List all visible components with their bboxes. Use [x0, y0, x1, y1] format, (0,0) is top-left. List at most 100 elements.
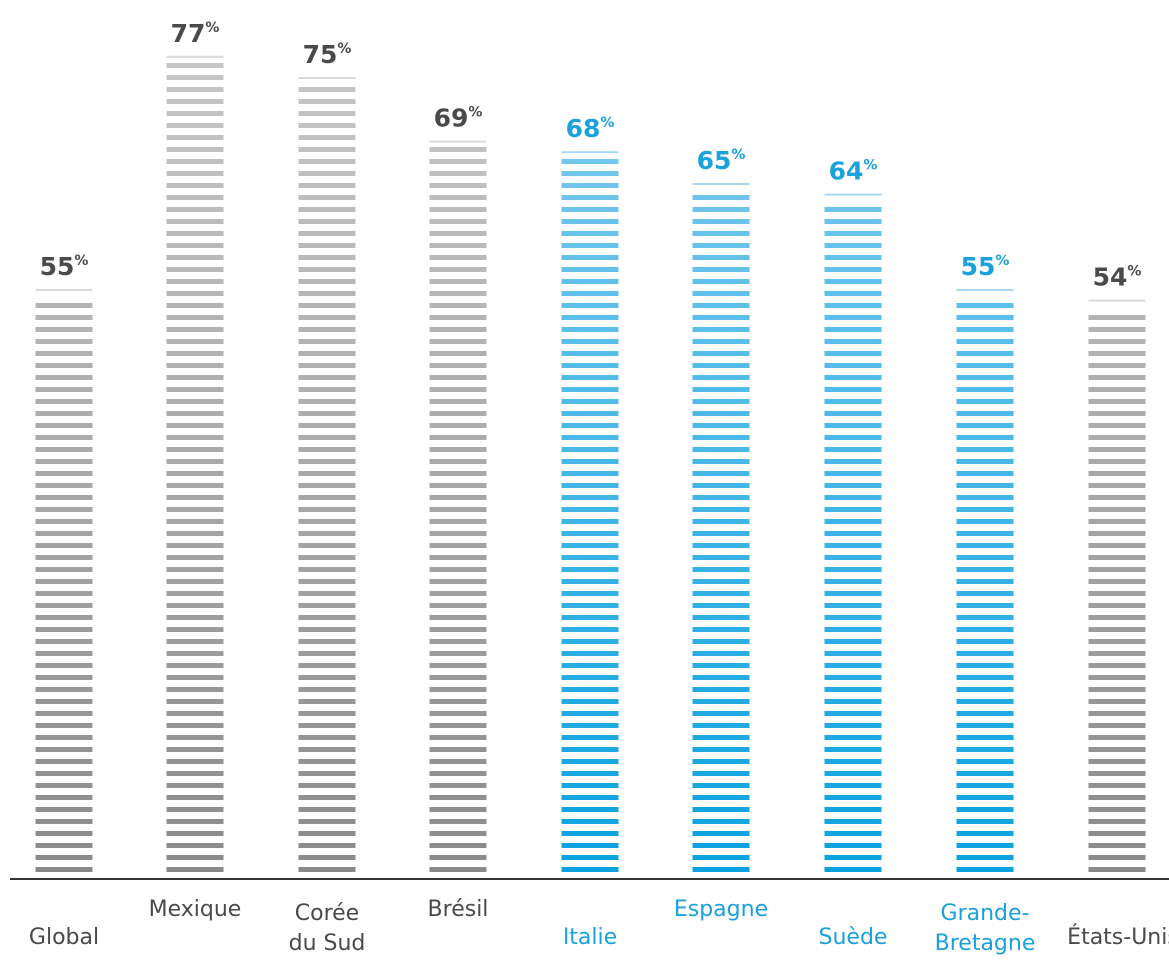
bar-stripe: [35, 471, 93, 476]
bar-stripe: [561, 183, 619, 188]
bar-stripe: [35, 699, 93, 704]
bar-stripe: [429, 147, 487, 152]
bar-stripe: [824, 447, 882, 452]
bar-stripe: [298, 159, 356, 164]
bar-stripe: [429, 759, 487, 764]
bar-stripe: [956, 447, 1014, 452]
bar-stripe: [298, 867, 356, 872]
value-unit: %: [731, 147, 745, 163]
bar-stripe: [692, 471, 750, 476]
bar-stripe: [166, 171, 224, 176]
bar-stripe: [561, 387, 619, 392]
bar-stripe: [956, 771, 1014, 776]
bar-stripe: [166, 735, 224, 740]
bar-stripe: [824, 459, 882, 464]
bar-stripe: [298, 615, 356, 620]
value-unit: %: [205, 20, 219, 36]
bar-stripe: [561, 411, 619, 416]
bar-stripe: [692, 459, 750, 464]
bar-stripe: [956, 363, 1014, 368]
bar-stripe: [298, 315, 356, 320]
bar-stripe: [298, 147, 356, 152]
value-label-espagne: 65%: [697, 146, 746, 175]
bar-stripe: [35, 435, 93, 440]
bar-stripe: [35, 831, 93, 836]
bar-stripe: [561, 615, 619, 620]
bar-stripe: [692, 435, 750, 440]
bar-stripe: [561, 363, 619, 368]
value-unit: %: [600, 115, 614, 131]
bar-stripe: [1088, 399, 1146, 404]
bar-stripe: [35, 747, 93, 752]
category-label-etats-unis: États-Unis: [1067, 924, 1169, 950]
bar-stripe: [166, 279, 224, 284]
bar-stripe: [692, 855, 750, 860]
bar-stripe: [956, 807, 1014, 812]
bar-stripe: [166, 531, 224, 536]
bar-stripe: [298, 207, 356, 212]
bar-stripe: [561, 687, 619, 692]
bar-stripe: [824, 723, 882, 728]
bar-stripe: [561, 759, 619, 764]
bar-stripe: [429, 807, 487, 812]
bar-stripe: [429, 171, 487, 176]
bar-stripe: [561, 375, 619, 380]
bar-stripe: [166, 675, 224, 680]
bar-stripe: [429, 339, 487, 344]
bar-stripe: [956, 315, 1014, 320]
bar-stripe: [166, 807, 224, 812]
bar-stripe: [1088, 747, 1146, 752]
bar-stripe: [298, 567, 356, 572]
bar-stripe: [1088, 507, 1146, 512]
bar-stripe: [35, 795, 93, 800]
bar-stripe: [692, 579, 750, 584]
bar-stripe: [692, 867, 750, 872]
bar-stripe: [824, 483, 882, 488]
bar-stripe: [298, 171, 356, 176]
bar-stripe: [824, 759, 882, 764]
bar-stripe: [429, 159, 487, 164]
bar-stripe: [824, 591, 882, 596]
value-label-coree-du-sud: 75%: [303, 40, 352, 69]
bar-stripe: [429, 447, 487, 452]
bar-coree-du-sud: [298, 77, 356, 872]
bar-stripe: [35, 363, 93, 368]
bar-stripe: [1088, 867, 1146, 872]
bar-stripe: [561, 783, 619, 788]
value-labels-group: 55%77%75%69%68%65%64%55%54%: [40, 19, 1142, 292]
bar-stripe: [692, 807, 750, 812]
bar-stripe: [429, 399, 487, 404]
bar-stripe: [298, 747, 356, 752]
bar-stripe: [956, 627, 1014, 632]
bar-stripe: [298, 603, 356, 608]
bar-stripe: [35, 495, 93, 500]
category-label-line: États-Unis: [1067, 924, 1169, 950]
bar-stripe: [1088, 759, 1146, 764]
bar-stripe: [298, 687, 356, 692]
bar-stripe: [429, 531, 487, 536]
bar-stripe: [956, 735, 1014, 740]
category-label-grande-bretagne: Grande- Bretagne: [935, 901, 1036, 956]
bar-stripe: [35, 615, 93, 620]
bar-stripe: [561, 723, 619, 728]
bar-stripe: [1088, 447, 1146, 452]
bar-stripe: [166, 231, 224, 236]
bar-stripe: [166, 795, 224, 800]
bar-stripe: [692, 315, 750, 320]
bar-stripe: [561, 831, 619, 836]
bar-stripe: [692, 375, 750, 380]
bar-stripe: [561, 627, 619, 632]
bar-stripe: [429, 627, 487, 632]
bar-stripe: [35, 543, 93, 548]
bar-stripe: [35, 507, 93, 512]
bar-stripe: [298, 711, 356, 716]
bar-stripe: [561, 867, 619, 872]
bar-stripe: [561, 435, 619, 440]
bar-stripe: [298, 627, 356, 632]
bar-stripe: [429, 195, 487, 200]
bar-stripe: [692, 219, 750, 224]
bar-stripe: [166, 555, 224, 560]
bar-stripe: [824, 255, 882, 260]
bar-stripe: [166, 591, 224, 596]
bar-stripe: [429, 471, 487, 476]
